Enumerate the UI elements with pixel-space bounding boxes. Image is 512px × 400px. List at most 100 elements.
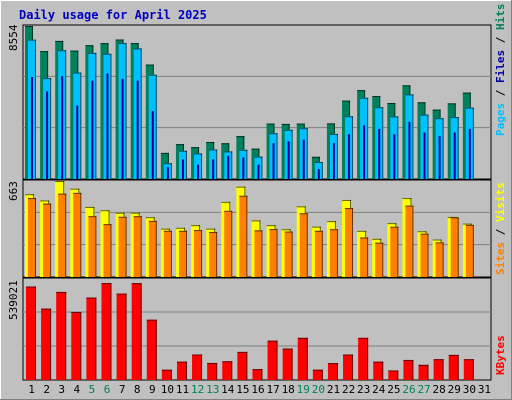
kbytes-bar-day-7 (116, 293, 127, 380)
kbytes-bar-day-29 (448, 354, 459, 380)
pages-bar-day-6 (106, 73, 109, 179)
hits-files-pages-panel (22, 24, 492, 180)
kbytes-bar-day-4 (71, 311, 82, 380)
kbytes-bar-day-3 (56, 291, 67, 380)
day-label-22: 22 (342, 383, 355, 396)
sites-bar-day-23 (360, 237, 369, 277)
kbytes-ymax-label: 539021 (7, 280, 20, 320)
hits-files-pages-legend: Pages / Files / Hits (494, 4, 507, 137)
pages-bar-day-29 (453, 132, 456, 179)
pages-bar-day-28 (438, 136, 441, 179)
sites-bar-day-9 (148, 220, 157, 277)
sites-bar-day-14 (224, 210, 233, 277)
sites-bar-day-11 (178, 230, 187, 277)
pages-bar-day-17 (272, 143, 275, 179)
sites-bar-day-22 (345, 208, 354, 277)
sites-bar-day-3 (58, 193, 67, 277)
day-label-19: 19 (297, 383, 310, 396)
day-label-4: 4 (74, 383, 81, 396)
day-label-21: 21 (327, 383, 340, 396)
sites-bar-day-1 (28, 198, 36, 277)
day-label-28: 28 (433, 383, 446, 396)
pages-bar-day-9 (151, 111, 154, 179)
sites-bar-day-10 (163, 230, 172, 277)
kbytes-legend: KBytes (494, 335, 507, 375)
kbytes-bar-day-5 (86, 297, 97, 380)
kbytes-bar-day-13 (207, 362, 218, 380)
day-label-1: 1 (28, 383, 35, 396)
kbytes-bar-day-18 (282, 348, 293, 380)
pages-bar-day-20 (317, 169, 320, 179)
visits-sites-panel (22, 179, 492, 278)
kbytes-bar-day-10 (161, 369, 172, 380)
day-label-7: 7 (119, 383, 126, 396)
sites-bar-day-17 (269, 229, 278, 277)
legend-hits: Hits (494, 4, 507, 31)
day-label-20: 20 (312, 383, 325, 396)
pages-bar-day-18 (287, 141, 290, 179)
legend-sep: / (494, 222, 507, 242)
kbytes-bar-day-16 (252, 369, 263, 380)
day-label-3: 3 (58, 383, 65, 396)
kbytes-bar-day-15 (237, 351, 248, 380)
kbytes-bar-day-19 (297, 337, 308, 380)
day-label-8: 8 (134, 383, 141, 396)
kbytes-bar-day-28 (433, 359, 444, 380)
legend-kbytes: KBytes (494, 335, 507, 375)
pages-bar-day-19 (302, 139, 305, 179)
day-label-27: 27 (417, 383, 430, 396)
kbytes-bar-day-8 (131, 283, 142, 380)
day-label-14: 14 (221, 383, 235, 396)
day-label-12: 12 (191, 383, 204, 396)
kbytes-bar-day-2 (41, 308, 52, 380)
day-label-11: 11 (176, 383, 189, 396)
sites-bar-day-20 (314, 230, 323, 277)
pages-bar-day-7 (121, 78, 124, 179)
x-axis-day-labels: 1 2 3 4 5 6 7 8 9 10 11 12 13 14 15 16 17 18 19 20 21 22 23 24 2… (28, 383, 491, 396)
pages-bar-day-22 (348, 134, 351, 179)
legend-visits: Visits (494, 182, 507, 222)
sites-bar-day-26 (405, 205, 414, 277)
sites-bar-day-7 (118, 216, 127, 277)
day-label-30: 30 (463, 383, 476, 396)
sites-bar-day-25 (390, 226, 399, 277)
kbytes-bar-day-21 (327, 363, 338, 380)
sites-bar-day-29 (450, 217, 459, 277)
kbytes-bar-day-11 (176, 361, 187, 380)
legend-pages: Pages (494, 103, 507, 136)
sites-bar-day-27 (420, 233, 429, 277)
pages-bar-day-24 (378, 128, 381, 179)
visits-sites-legend: Sites / Visits (494, 182, 507, 275)
sites-bar-day-4 (73, 192, 82, 277)
day-label-15: 15 (236, 383, 249, 396)
sites-bar-day-18 (284, 231, 293, 277)
day-label-2: 2 (43, 383, 50, 396)
sites-bar-day-2 (43, 203, 52, 277)
pages-bar-day-10 (166, 167, 169, 179)
sites-bar-day-8 (133, 216, 142, 277)
hits-ymax-label: 8554 (7, 24, 20, 51)
day-label-18: 18 (282, 383, 295, 396)
day-label-24: 24 (372, 383, 386, 396)
pages-bar-day-11 (181, 159, 184, 179)
day-label-13: 13 (206, 383, 219, 396)
kbytes-bar-day-17 (267, 340, 278, 380)
kbytes-bar-day-23 (358, 337, 369, 380)
pages-bar-day-5 (91, 80, 94, 179)
pages-bar-day-27 (423, 132, 426, 179)
pages-bar-day-13 (212, 159, 215, 179)
sites-bar-day-5 (88, 216, 97, 277)
kbytes-panel (22, 277, 492, 381)
pages-bar-day-15 (242, 157, 245, 179)
kbytes-bar-day-22 (343, 354, 354, 380)
pages-bar-day-2 (46, 91, 49, 179)
kbytes-bar-day-12 (192, 354, 203, 380)
pages-bar-day-26 (408, 121, 411, 179)
kbytes-bar-day-1 (26, 286, 36, 380)
day-label-5: 5 (89, 383, 96, 396)
plots: 8554 663 539021 Pages / Files / Hits Sites /… (7, 4, 507, 381)
kbytes-bar-day-27 (418, 364, 429, 380)
legend-sep: / (494, 83, 507, 103)
